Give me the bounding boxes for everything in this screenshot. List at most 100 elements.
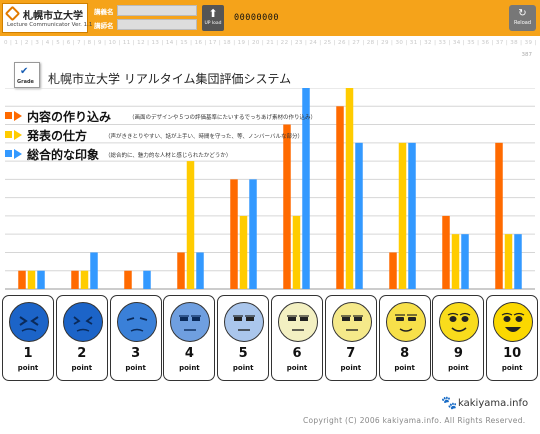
face-icon [278,302,318,342]
chart-bar [196,252,204,289]
grade-icon: ✔ Grade [14,62,40,88]
chart-bar [18,270,26,289]
chart-bar [345,88,354,289]
rating-button-1[interactable]: 1 point [2,295,54,381]
rating-unit: point [394,364,415,372]
chart-bar [71,270,79,289]
rating-number: 8 [400,346,410,361]
face-icon [116,302,157,342]
response-ticker: 0 | 1 | 2 | 3 | 4 | 5 | 6 | 7 | 8 | 9 | … [4,40,536,46]
evaluation-bar-chart [5,88,535,290]
up-arrow-icon: ⬆ [208,7,218,20]
chart-bar [302,88,310,289]
counter-display: 00000000 [234,13,279,23]
chart-bar [186,161,195,289]
chart-bar [37,270,45,289]
chart-bar [283,124,291,289]
chart-bar [504,234,513,289]
rating-unit: point [71,364,93,372]
lecture-name-label: 講義名 [94,8,114,16]
logo-mark-icon [4,5,21,22]
upload-button[interactable]: ⬆ UP load [202,5,224,31]
rating-button-8[interactable]: 8 point [378,295,431,381]
grade-label: Grade [17,79,34,85]
copyright-notice: Copyright (C) 2006 kakiyama.info. All Ri… [303,416,526,425]
rating-button-4[interactable]: 4 point [163,295,216,381]
chart-bar [408,142,416,289]
chart-bar [451,234,460,289]
upload-button-label: UP load [204,21,222,26]
chart-bar [355,142,363,289]
legend-note: （声がききとりやすい、話が上手い、時間を守った、等、ノンバーバルな部分） [105,134,303,140]
rating-unit: point [286,364,308,372]
rating-number: 1 [23,346,33,361]
legend-note: （総合的に、魅力的な人材と感じられたかどうか） [105,153,232,159]
rating-number: 9 [453,346,463,361]
chart-bar [514,234,522,289]
face-icon [9,302,49,342]
rating-unit: point [179,364,200,372]
page-title: 札幌市立大学 リアルタイム集団評価システム [48,72,292,86]
chart-bar [398,142,407,289]
grade-check-icon: ✔ [20,66,29,77]
face-icon [224,302,265,342]
yellow-marker-icon [5,130,23,140]
rating-button-7[interactable]: 7 point [324,295,377,381]
chart-bar [177,252,185,289]
rating-number: 3 [131,346,141,361]
face-icon [493,302,534,342]
chart-bar [389,252,397,289]
chart-bar [239,215,248,289]
footer-brand: kakiyama.info [458,398,529,409]
rating-faces: 1 point 2 point 3 point 4 point 5 point 6 poin… [1,295,539,381]
chart-bar [143,270,151,289]
face-icon [170,302,211,342]
rating-button-3[interactable]: 3 point [109,295,162,381]
chart-bar [461,234,469,289]
face-icon [439,302,480,342]
legend-title: 総合的な印象 [27,148,100,162]
legend-note: （画面のデザインや５つの評価基準にたいするでっちあげ素材の作り込み） [129,115,317,121]
rating-button-10[interactable]: 10 point [486,295,539,381]
chart-bar [27,270,36,289]
chart-bar [230,179,238,289]
rating-number: 5 [238,346,248,361]
rating-number: 7 [346,346,356,361]
rating-button-2[interactable]: 2 point [55,295,108,381]
rating-unit: point [17,364,39,372]
rating-button-9[interactable]: 9 point [432,295,485,381]
rating-button-6[interactable]: 6 point [271,295,323,381]
app-subtitle: Lecture Communicator Ver. 1.1 [7,22,93,28]
rating-unit: point [501,364,523,372]
rating-number: 4 [184,346,194,361]
rating-unit: point [448,364,469,372]
footer-logo: 🐾 kakiyama.info [441,396,540,412]
legend-title: 発表の仕方 [27,129,88,143]
rating-unit: point [340,364,362,372]
chart-bar [90,252,98,289]
rating-number: 2 [77,346,87,361]
lecture-name-field[interactable] [117,5,197,16]
chart-bar [495,142,503,289]
lecturer-name-field[interactable] [117,19,197,30]
legend-title: 内容の作り込み [27,110,112,124]
chart-bar [124,270,132,289]
rating-unit: point [125,364,146,372]
rating-number: 6 [292,346,302,361]
reload-button[interactable]: ↻ Reload [509,5,536,31]
chart-bar [249,179,257,289]
chart-bar [442,215,450,289]
blue-marker-icon [5,149,23,159]
top-bar: 札幌市立大学 Lecture Communicator Ver. 1.1 講義名… [0,0,540,36]
rating-number: 10 [503,346,522,361]
face-icon [331,302,372,342]
face-icon [62,302,103,342]
rating-button-5[interactable]: 5 point [217,295,270,381]
reload-button-label: Reload [513,20,531,26]
rating-unit: point [232,364,254,372]
lecturer-name-label: 講師名 [94,22,114,30]
app-title: 札幌市立大学 [23,11,83,22]
face-icon [385,302,426,342]
app-logo: 札幌市立大学 Lecture Communicator Ver. 1.1 [2,3,92,33]
paw-icon: 🐾 [441,396,458,411]
